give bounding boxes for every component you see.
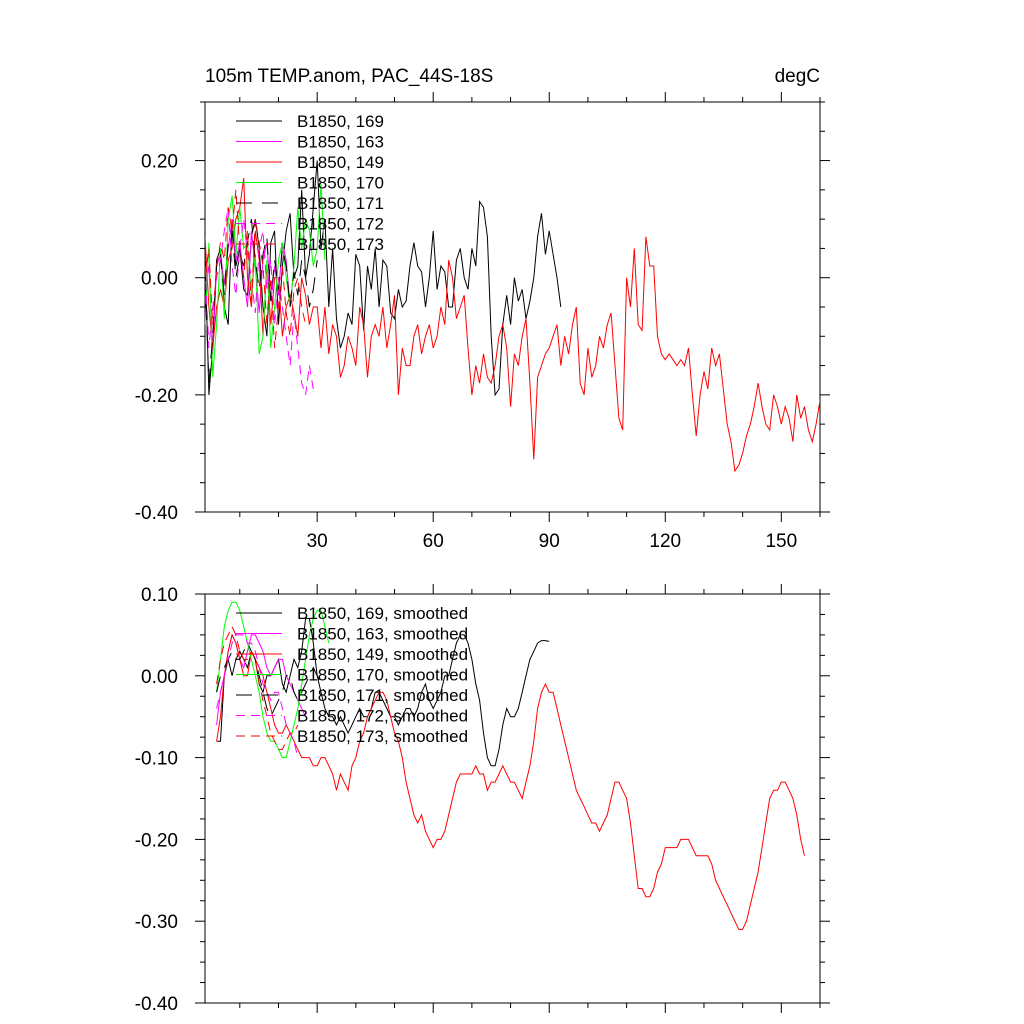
x-tick-label: 90 [539,531,560,552]
series-line [205,219,318,384]
legend-label: B1850, 170, smoothed [297,666,468,685]
x-tick-label: 150 [765,531,797,552]
legend-label: B1850, 171 [297,194,384,213]
legend-label: B1850, 173 [297,235,384,254]
legend-label: B1850, 149 [297,153,384,172]
x-tick-label: 30 [307,531,328,552]
y-tick-label: 0.20 [141,152,178,173]
y-tick-label: -0.30 [135,912,178,933]
series-line [205,189,307,349]
chart-units: degC [775,66,820,87]
series-line [205,178,820,473]
y-tick-label: 0.00 [141,667,178,688]
legend-label: B1850, 163, smoothed [297,625,468,644]
series-line [216,634,299,758]
legend-label: B1850, 172 [297,215,384,234]
legend-label: B1850, 173, smoothed [297,727,468,746]
bottom-panel: -0.40 -0.30 -0.20 -0.10 0.00 0.10 B1850, 169, … [135,584,830,1015]
series-line [216,633,805,930]
y-tick-label: -0.10 [135,749,178,770]
legend-label: B1850, 170 [297,174,384,193]
y-tick-label: 0.00 [141,269,178,290]
x-tick-label: 120 [649,531,681,552]
x-tick-label: 60 [423,531,444,552]
series-line [205,207,314,396]
chart-title: 105m TEMP.anom, PAC_44S-18S [205,66,493,87]
y-tick-label: 0.10 [141,585,178,606]
series-line [216,633,307,725]
y-tick-label: -0.20 [135,830,178,851]
series-line [205,183,326,378]
series-line [216,641,326,718]
y-tick-label: -0.40 [135,994,178,1015]
legend-label: B1850, 172, smoothed [297,707,468,726]
top-panel: 30 60 90 120 150 -0.40 -0.20 0.00 0.20 105m TEMP.… [135,66,830,552]
legend-label: B1850, 169, smoothed [297,604,468,623]
y-tick-label: -0.40 [135,503,178,524]
series-line [216,625,299,750]
y-tick-label: -0.20 [135,386,178,407]
legend-label: B1850, 149, smoothed [297,645,468,664]
legend-label: B1850, 171, smoothed [297,686,468,705]
legend-label: B1850, 163 [297,133,384,152]
legend-label: B1850, 169 [297,112,384,131]
series-line [216,601,330,759]
